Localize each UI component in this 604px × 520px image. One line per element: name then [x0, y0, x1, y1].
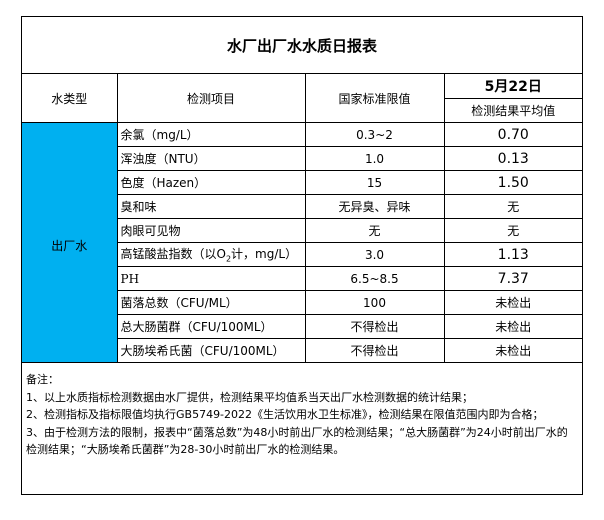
result-cell: 1.50 — [443, 170, 583, 195]
result-cell: 未检出 — [443, 290, 583, 315]
standard-cell: 15 — [304, 170, 445, 195]
result-cell: 0.13 — [443, 146, 583, 171]
header-standard: 国家标准限值 — [304, 73, 445, 123]
note-line: 3、由于检测方法的限制，报表中“菌落总数”为48小时前出厂水的检测结果；“总大肠… — [26, 425, 568, 457]
standard-cell: 无异臭、异味 — [304, 194, 445, 219]
result-cell: 7.37 — [443, 266, 583, 291]
item-cell: 高锰酸盐指数（以O2计，mg/L） — [116, 242, 306, 267]
note-line: 1、以上水质指标检测数据由水厂提供，检测结果平均值系当天出厂水检测数据的统计结果… — [26, 390, 473, 404]
table-row: PH 6.5~8.5 7.37 — [22, 266, 583, 291]
standard-cell: 100 — [304, 290, 445, 315]
water-quality-report: 水厂出厂水水质日报表 水类型 检测项目 国家标准限值 5月22日 检测结果平均值… — [21, 16, 583, 495]
standard-cell: 不得检出 — [304, 338, 445, 363]
standard-cell: 0.3~2 — [304, 122, 445, 147]
table-row: 大肠埃希氏菌（CFU/100ML） 不得检出 未检出 — [22, 338, 583, 363]
note-line: 2、检测指标及指标限值均执行GB5749-2022《生活饮用水卫生标准》，检测结… — [26, 408, 544, 421]
report-table: 水厂出厂水水质日报表 水类型 检测项目 国家标准限值 5月22日 检测结果平均值… — [22, 17, 583, 363]
table-row: 菌落总数（CFU/ML） 100 未检出 — [22, 290, 583, 315]
table-row: 出厂水 余氯（mg/L） 0.3~2 0.70 — [22, 122, 583, 363]
item-subscript: 2 — [225, 254, 232, 264]
header-date: 5月22日 — [443, 73, 583, 99]
item-cell: 余氯（mg/L） — [116, 122, 306, 147]
report-title: 水厂出厂水水质日报表 — [22, 17, 583, 74]
standard-cell: 无 — [304, 218, 445, 243]
item-cell: 菌落总数（CFU/ML） — [116, 290, 306, 315]
notes-heading: 备注： — [26, 373, 59, 386]
item-cell: 浑浊度（NTU） — [116, 146, 306, 171]
header-item: 检测项目 — [116, 73, 306, 123]
table-row: 臭和味 无异臭、异味 无 — [22, 194, 583, 219]
item-text: 高锰酸盐指数（以O — [120, 247, 226, 262]
header-result: 检测结果平均值 — [443, 98, 583, 123]
standard-cell: 6.5~8.5 — [304, 266, 445, 291]
standard-cell: 1.0 — [304, 146, 445, 171]
result-cell: 无 — [443, 218, 583, 243]
water-type-cell: 出厂水 — [22, 122, 118, 363]
item-cell: 肉眼可见物 — [116, 218, 306, 243]
table-row: 肉眼可见物 无 无 — [22, 218, 583, 243]
result-cell: 1.13 — [443, 242, 583, 267]
notes: 备注： 1、以上水质指标检测数据由水厂提供，检测结果平均值系当天出厂水检测数据的… — [22, 363, 582, 467]
header-water-type: 水类型 — [22, 73, 118, 123]
result-cell: 未检出 — [443, 314, 583, 339]
result-cell: 未检出 — [443, 338, 583, 363]
item-cell: 大肠埃希氏菌（CFU/100ML） — [116, 338, 306, 363]
table-row: 高锰酸盐指数（以O2计，mg/L） 3.0 1.13 — [22, 242, 583, 267]
item-cell: 总大肠菌群（CFU/100ML） — [116, 314, 306, 339]
item-cell: 色度（Hazen） — [116, 170, 306, 195]
standard-cell: 不得检出 — [304, 314, 445, 339]
result-cell: 0.70 — [443, 122, 583, 147]
item-cell: PH — [116, 266, 306, 291]
standard-cell: 3.0 — [304, 242, 445, 267]
item-text: 计，mg/L） — [231, 247, 298, 262]
item-cell: 臭和味 — [116, 194, 306, 219]
result-cell: 无 — [443, 194, 583, 219]
